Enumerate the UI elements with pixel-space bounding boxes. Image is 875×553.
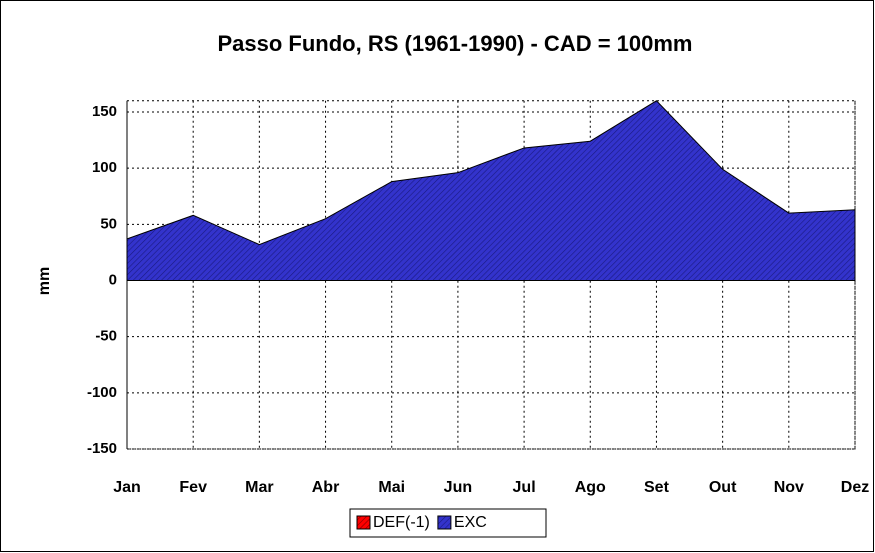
y-tick-label: -150	[87, 440, 117, 457]
y-tick-label: -100	[87, 384, 117, 401]
x-tick-label: Ago	[575, 479, 606, 496]
x-tick-label: Abr	[312, 479, 340, 496]
x-tick-label: Fev	[179, 479, 207, 496]
y-tick-label: 50	[100, 215, 117, 232]
area	[126, 100, 856, 281]
x-tick-label: Out	[709, 479, 737, 496]
x-tick-label: Mar	[245, 479, 273, 496]
y-tick-label: 150	[92, 103, 117, 120]
legend-label: DEF(-1)	[373, 514, 430, 531]
x-tick-label: Nov	[774, 479, 804, 496]
plot-border	[126, 100, 856, 450]
y-tick-label: 0	[109, 271, 117, 288]
x-tick-label: Mai	[378, 479, 405, 496]
y-tick-label: 100	[92, 159, 117, 176]
x-tick-label: Set	[644, 479, 670, 496]
x-tick-label: Jan	[113, 479, 141, 496]
legend-swatch	[437, 515, 452, 530]
chart-title: Passo Fundo, RS (1961-1990) - CAD = 100m…	[218, 31, 693, 56]
x-tick-label: Jul	[513, 479, 536, 496]
legend-label: EXC	[454, 514, 487, 531]
x-tick-label: Dez	[841, 479, 869, 496]
y-axis-label: mm	[36, 267, 53, 295]
x-tick-label: Jun	[444, 479, 472, 496]
legend-swatch	[356, 515, 371, 530]
y-tick-label: -50	[95, 328, 117, 345]
